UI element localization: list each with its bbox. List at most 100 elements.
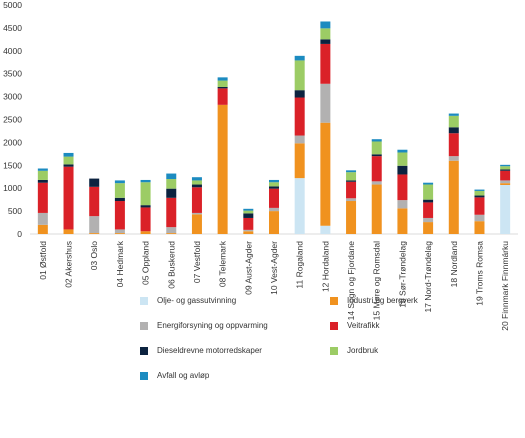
bar-segment xyxy=(140,179,151,183)
bar-segment xyxy=(448,115,459,128)
bar-segment xyxy=(294,97,305,136)
bar-segment xyxy=(191,212,202,215)
bar-segment xyxy=(448,133,459,157)
bar-segment xyxy=(114,201,125,230)
legend-label: Veitrafikk xyxy=(347,321,380,330)
y-tick-label: 0 xyxy=(17,229,22,239)
bar-segment xyxy=(63,156,74,165)
bar-segment xyxy=(294,178,305,234)
bar-segment xyxy=(166,197,177,228)
bar-segment xyxy=(320,225,331,234)
bar-segment xyxy=(114,233,125,234)
bar-segment xyxy=(243,208,254,211)
bar-segment xyxy=(269,211,279,234)
x-tick-label: 14 Sogn og Fjordane xyxy=(346,241,356,321)
bar-segment xyxy=(371,141,382,155)
bar-segment xyxy=(191,184,202,188)
legend-item: Veitrafikk xyxy=(330,321,379,330)
y-tick-label: 4000 xyxy=(3,46,22,56)
bar-segment xyxy=(320,39,331,44)
bar-segment xyxy=(397,200,408,209)
legend-label: Jordbruk xyxy=(347,346,379,355)
bar-segment xyxy=(63,164,74,167)
bar-segment xyxy=(423,199,434,203)
bar-segment xyxy=(63,229,74,234)
legend-item: Industri og bergverk xyxy=(330,296,418,305)
legend-swatch xyxy=(330,321,338,330)
bar-segment xyxy=(371,156,382,182)
x-tick-label: 09 Aust-Agder xyxy=(243,241,253,295)
bar-segment xyxy=(320,43,331,84)
bar-segment xyxy=(500,183,511,185)
bar-segment xyxy=(474,221,485,234)
x-tick-label: 10 Vest-Agder xyxy=(269,241,279,295)
bar-segment xyxy=(474,190,485,196)
x-tick-label: 12 Hordaland xyxy=(320,241,330,292)
bar-segment xyxy=(269,188,279,208)
bar-segment xyxy=(423,182,434,185)
bar-segment xyxy=(500,164,511,167)
bar-segment xyxy=(346,180,357,182)
bar-segment xyxy=(320,122,331,226)
bar-segment xyxy=(63,166,74,230)
y-tick-label: 3500 xyxy=(3,69,22,79)
bar-segment xyxy=(500,170,511,181)
bar-segment xyxy=(217,104,228,235)
bar-segment xyxy=(191,180,202,185)
legend-label: Industri og bergverk xyxy=(347,296,418,305)
bar-segment xyxy=(114,229,125,234)
bar-segment xyxy=(37,168,48,171)
bar-segment xyxy=(166,227,177,234)
bar-segment xyxy=(423,202,434,218)
bar-segment xyxy=(63,152,74,157)
y-tick-label: 5000 xyxy=(3,0,22,10)
bar-segment xyxy=(114,183,125,198)
bar-segment xyxy=(397,149,408,153)
bar-segment xyxy=(397,208,408,234)
bar-segment xyxy=(397,174,408,201)
bar-segment xyxy=(320,83,331,123)
bar-segment xyxy=(166,179,177,189)
x-tick-label: 01 Østfold xyxy=(38,241,48,280)
bar-segment xyxy=(294,55,305,61)
legend-swatch xyxy=(140,346,148,355)
legend-label: Avfall og avløp xyxy=(157,371,210,380)
x-tick-label: 18 Nordland xyxy=(449,241,459,288)
bar-segment xyxy=(474,197,485,215)
bar-segment xyxy=(243,229,254,232)
x-tick-label: 03 Oslo xyxy=(89,241,99,271)
legend-swatch xyxy=(330,346,338,355)
bar-segment xyxy=(37,179,48,183)
legend-item: Energiforsyning og oppvarming xyxy=(140,321,268,330)
x-tick-label: 15 Møre og Romsdal xyxy=(372,241,382,320)
y-tick-label: 1500 xyxy=(3,160,22,170)
bar-segment xyxy=(269,207,279,212)
bar-segment xyxy=(294,143,305,179)
x-tick-label: 20 Finnmark Finnmárku xyxy=(500,241,510,331)
x-tick-label: 07 Vestfold xyxy=(192,241,202,283)
bar-segment xyxy=(269,182,279,187)
bar-segment xyxy=(140,205,151,208)
bar-segment xyxy=(500,184,511,234)
bar-segment xyxy=(217,80,228,87)
bar-segment xyxy=(114,197,125,202)
bar-segment xyxy=(89,216,100,234)
y-tick-label: 3000 xyxy=(3,92,22,102)
bar-segment xyxy=(474,195,485,198)
bar-segment xyxy=(243,231,254,234)
bar-segment xyxy=(423,184,434,200)
bar-segment xyxy=(294,90,305,98)
x-tick-label: 05 Oppland xyxy=(141,241,151,285)
bar-segment xyxy=(448,156,459,161)
x-tick-label: 06 Buskerud xyxy=(166,241,176,289)
legend-swatch xyxy=(140,296,148,305)
bar-segment xyxy=(500,169,511,171)
bar-segment xyxy=(269,186,279,189)
bar-segment xyxy=(371,181,382,185)
x-tick-label: 17 Nord-Trøndelag xyxy=(423,241,433,313)
y-tick-label: 1000 xyxy=(3,183,22,193)
legend-item: Avfall og avløp xyxy=(140,371,209,380)
bar-segment xyxy=(243,217,254,230)
